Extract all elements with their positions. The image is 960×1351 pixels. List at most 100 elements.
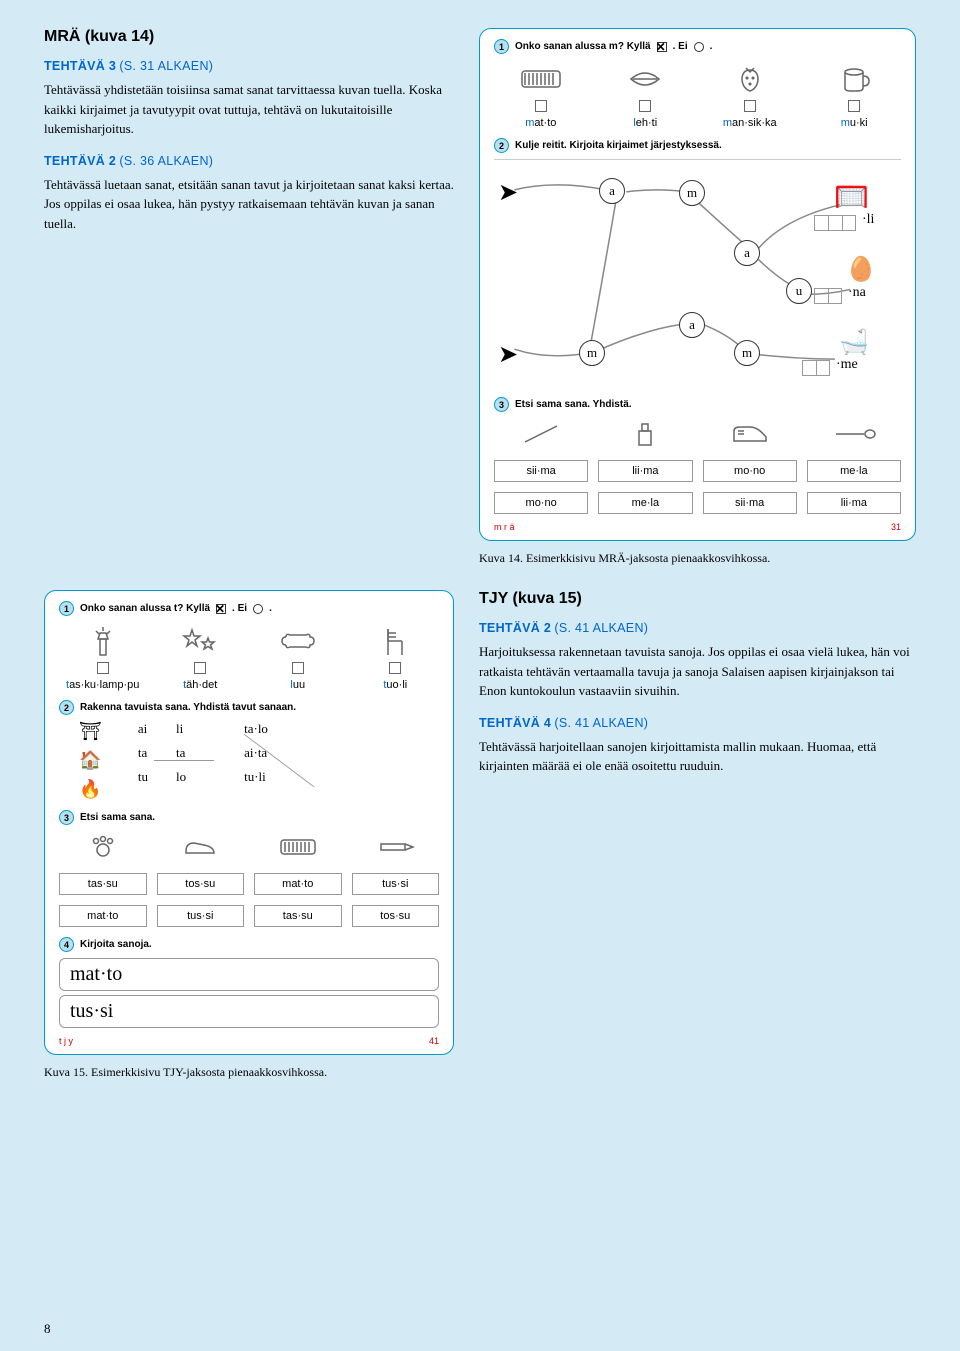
lbl: mo·no (494, 492, 588, 514)
mra-t3-body: Tehtävässä yhdistetään toisiinsa samat s… (44, 80, 454, 139)
row-mra: MRÄ (kuva 14) Tehtävä 3 (s. 31 alkaen) T… (44, 28, 916, 566)
footer-left: m r ä (494, 522, 515, 532)
pic-tussi (352, 831, 440, 863)
num-1-icon: 1 (494, 39, 509, 54)
mra-ex1-pics: mat·to leh·ti man·sik·ka mu·ki (494, 60, 901, 130)
node-m: m (679, 180, 705, 206)
mra-ex2-text: Kulje reitit. Kirjoita kirjaimet järjest… (515, 140, 722, 151)
lbl: lii·ma (807, 492, 901, 514)
w: at·to (534, 117, 556, 129)
num-3-icon: 3 (59, 810, 74, 825)
w: uu (293, 679, 305, 691)
footer-left: t j y (59, 1036, 73, 1046)
node-m: m (734, 340, 760, 366)
lbl: tos·su (352, 905, 440, 927)
tjy-build: ⛩ 🏠 🔥 ai ta tu li ta lo (59, 721, 439, 800)
mra-ex2-head: 2 Kulje reitit. Kirjoita kirjaimet järje… (494, 138, 901, 153)
circle-icon (253, 604, 263, 614)
page-number: 8 (44, 1321, 51, 1337)
w: as·ku·lamp·pu (69, 679, 139, 691)
mra-t2-body: Tehtävässä luetaan sanat, etsitään sanan… (44, 175, 454, 234)
tjy-ex1-head: 1 Onko sanan alussa t? Kyllä ✕ . Ei . (59, 601, 439, 616)
mra-ws-footer: m r ä 31 (494, 522, 901, 532)
node-u: u (786, 278, 812, 304)
mra-t2: Tehtävä 2 (s. 36 alkaen) Tehtävässä luet… (44, 153, 454, 234)
tjy-t4: Tehtävä 4 (s. 41 alkaen) Tehtävässä harj… (479, 715, 916, 776)
pic-tahdet: täh·det (157, 622, 244, 692)
checkbox-icon (639, 100, 651, 112)
tjy-ws-col: 1 Onko sanan alussa t? Kyllä ✕ . Ei . ta… (44, 590, 454, 1080)
node-m: m (579, 340, 605, 366)
mra-title: MRÄ (kuva 14) (44, 28, 454, 46)
checkbox-icon (848, 100, 860, 112)
checkbox-icon: ✕ (216, 604, 226, 614)
tjy-t4-head: Tehtävä 4 (479, 716, 551, 730)
footer-right: 31 (891, 522, 901, 532)
pic-taskulamppu: tas·ku·lamp·pu (59, 622, 146, 692)
suf-li: ·li (862, 212, 874, 228)
row-tjy: 1 Onko sanan alussa t? Kyllä ✕ . Ei . ta… (44, 590, 916, 1080)
lbl: lii·ma (598, 460, 692, 482)
lbl: tas·su (254, 905, 342, 927)
pic-matto (254, 831, 342, 863)
mra-ws-col: 1 Onko sanan alussa m? Kyllä ✕ . Ei . ma… (479, 28, 916, 566)
pic-mansikka: man·sik·ka (703, 60, 797, 130)
blank-na (814, 288, 842, 304)
pic-tassu (59, 831, 147, 863)
w: äh·det (186, 679, 217, 691)
tjy-t2: Tehtävä 2 (s. 41 alkaen) Harjoituksessa … (479, 620, 916, 701)
w: uo·li (386, 679, 407, 691)
tjy-text-col: TJY (kuva 15) Tehtävä 2 (s. 41 alkaen) H… (479, 590, 916, 790)
tjy-ex2-head: 2 Rakenna tavuista sana. Yhdistä tavut s… (59, 700, 439, 715)
tjy-ex1-pics: tas·ku·lamp·pu täh·det luu tuo·li (59, 622, 439, 692)
tjy-t4-ref: (s. 41 alkaen) (554, 716, 648, 730)
suf-na: ·na (848, 285, 866, 301)
pic-mela (807, 418, 901, 450)
write-tussi: tus·si (59, 995, 439, 1028)
pic-siima (494, 418, 588, 450)
tjy-t2-head: Tehtävä 2 (479, 621, 551, 635)
arrow-icon: ➤ (498, 340, 518, 369)
tjy-ex3-head: 3 Etsi sama sana. (59, 810, 439, 825)
pic-matto: mat·to (494, 60, 588, 130)
checkbox-icon (744, 100, 756, 112)
tjy-t4-body: Tehtävässä harjoitellaan sanojen kirjoit… (479, 737, 916, 776)
footer-right: 41 (429, 1036, 439, 1046)
tjy-ws-footer: t j y 41 (59, 1036, 439, 1046)
node-a: a (599, 178, 625, 204)
pic-liima (598, 418, 692, 450)
num-1-icon: 1 (59, 601, 74, 616)
mra-caption: Kuva 14. Esimerkkisivu MRÄ-jaksosta pien… (479, 551, 916, 566)
lbl: sii·ma (494, 460, 588, 482)
suf-me: ·me (836, 357, 858, 373)
node-a: a (734, 240, 760, 266)
mra-t3-ref: (s. 31 alkaen) (119, 59, 213, 73)
checkbox-icon (535, 100, 547, 112)
blank-me (802, 360, 830, 376)
tub-icon: 🛁 (839, 328, 869, 357)
node-a: a (679, 312, 705, 338)
mra-t3-head: Tehtävä 3 (44, 59, 116, 73)
goal-icon: 🥅 (834, 180, 869, 214)
write-matto: mat·to (59, 958, 439, 991)
mra-worksheet: 1 Onko sanan alussa m? Kyllä ✕ . Ei . ma… (479, 28, 916, 541)
num-4-icon: 4 (59, 937, 74, 952)
mra-text-col: MRÄ (kuva 14) Tehtävä 3 (s. 31 alkaen) T… (44, 28, 454, 247)
mra-ex3-text: Etsi sama sana. Yhdistä. (515, 399, 632, 410)
pic-luu: luu (254, 622, 341, 692)
lbl: tas·su (59, 873, 147, 895)
tjy-t2-body: Harjoituksessa rakennetaan tavuista sano… (479, 642, 916, 701)
checkbox-icon (292, 662, 304, 674)
mra-ex1-head: 1 Onko sanan alussa m? Kyllä ✕ . Ei . (494, 39, 901, 54)
lbl: mat·to (254, 873, 342, 895)
mra-t2-ref: (s. 36 alkaen) (119, 154, 213, 168)
lbl: tos·su (157, 873, 245, 895)
tjy-title: TJY (kuva 15) (479, 590, 916, 608)
arrow-icon: ➤ (498, 178, 518, 207)
w: eh·ti (636, 117, 657, 129)
lbl: me·la (807, 460, 901, 482)
w: an·sik·ka (732, 117, 777, 129)
circle-icon (694, 42, 704, 52)
tjy-ex1-text2: . Ei (232, 603, 247, 614)
tjy-caption: Kuva 15. Esimerkkisivu TJY-jaksosta pien… (44, 1065, 454, 1080)
